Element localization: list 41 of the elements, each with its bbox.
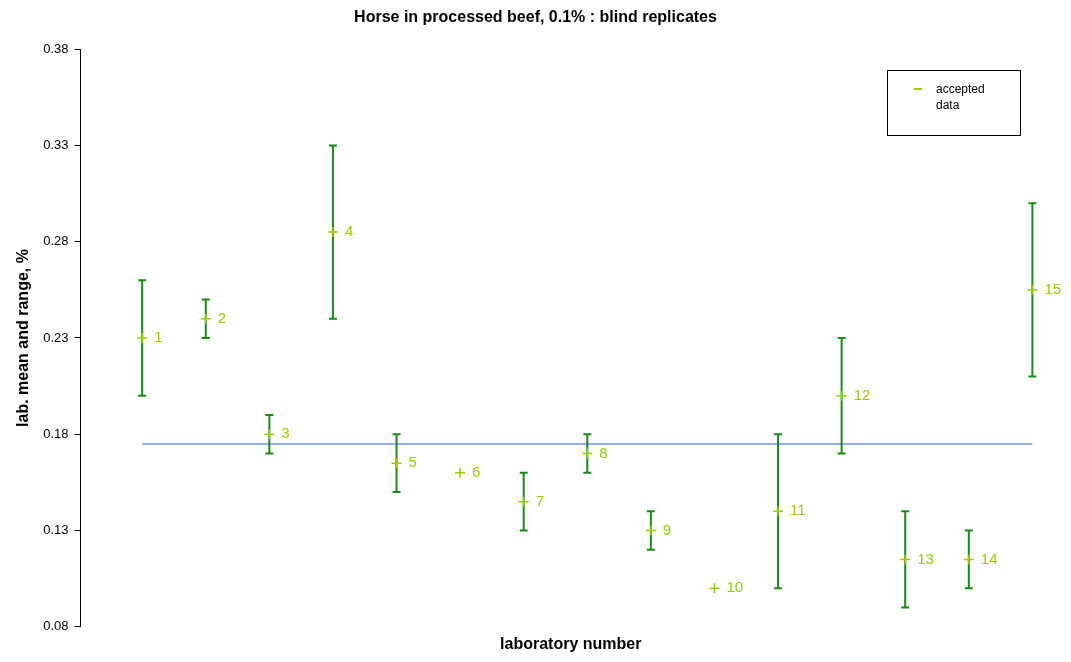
x-tick-label: 4 — [344, 222, 354, 240]
point — [454, 467, 466, 479]
x-tick-label: 14 — [980, 549, 998, 567]
x-tick-label: 6 — [472, 462, 481, 480]
x-tick-label: 12 — [853, 385, 871, 403]
point — [708, 582, 721, 595]
y-tick-label: 0.38 — [43, 40, 69, 56]
point — [581, 447, 594, 460]
x-tick-label: 11 — [790, 501, 806, 519]
point — [772, 505, 784, 518]
x-tick-label: 15 — [1044, 280, 1062, 298]
x-tick-label: 8 — [599, 443, 608, 461]
y-tick-label: 0.28 — [43, 233, 69, 249]
x-tick-label: 13 — [917, 549, 934, 567]
point — [963, 553, 975, 566]
y-tick-label: 0.13 — [43, 522, 69, 538]
x-tick-label: 3 — [281, 424, 290, 442]
point — [899, 553, 911, 566]
x-tick-label: 5 — [408, 453, 417, 471]
y-tick-label: 0.23 — [43, 329, 69, 345]
point — [645, 524, 657, 537]
point — [136, 332, 148, 344]
legend-label: accepted data — [935, 81, 986, 113]
x-tick-label: 7 — [535, 491, 545, 509]
point — [390, 457, 403, 469]
chart-title: Horse in processed beef, 0.1% : blind replicates — [354, 8, 717, 26]
x-tick-label: 9 — [662, 520, 672, 538]
y-axis-title: lab. mean and range, % — [14, 249, 32, 427]
x-tick-label: 10 — [726, 578, 744, 596]
x-tick-label: 2 — [217, 308, 227, 326]
point — [1026, 284, 1039, 296]
point — [200, 313, 212, 325]
point — [327, 226, 339, 238]
y-tick-label: 0.08 — [43, 618, 69, 634]
y-tick-label: 0.18 — [43, 425, 69, 441]
point — [517, 495, 530, 508]
point — [263, 428, 276, 441]
point — [835, 390, 848, 402]
y-tick-label: 0.33 — [43, 137, 69, 153]
x-axis-title: laboratory number — [500, 634, 642, 652]
x-tick-label: 1 — [154, 328, 163, 346]
